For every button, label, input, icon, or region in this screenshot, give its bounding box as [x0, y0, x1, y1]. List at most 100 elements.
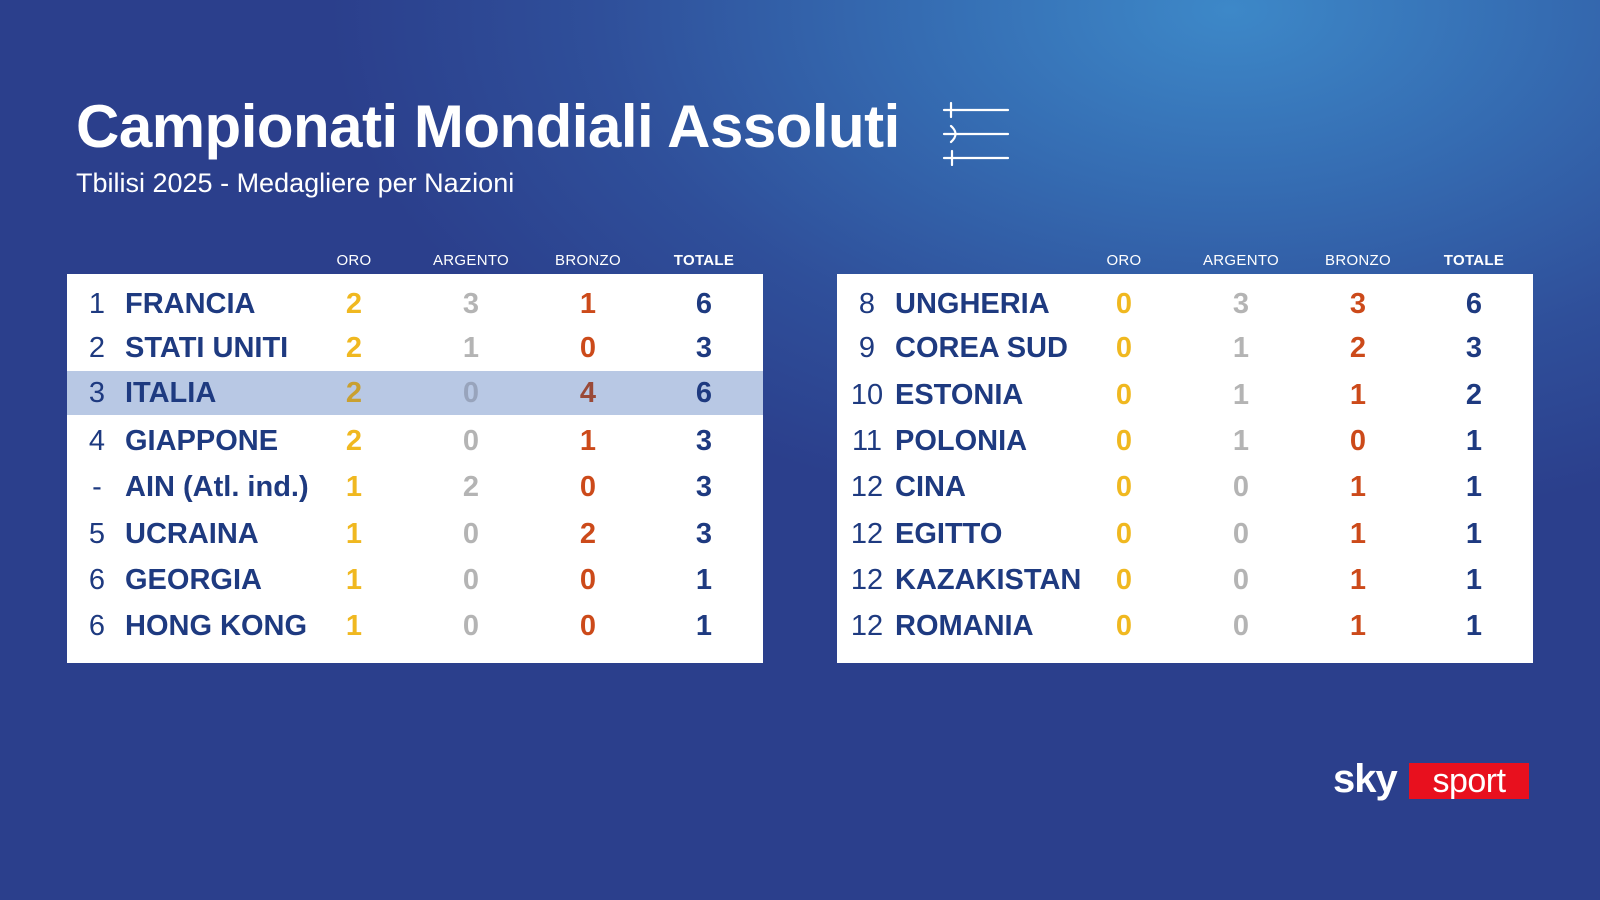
gold-count: 2 [345, 332, 363, 364]
table-row: 3 ITALIA 2 0 4 6 [67, 371, 763, 415]
table-row: 6 GEORGIA 1 0 0 1 [67, 558, 763, 602]
gold-count: 1 [345, 518, 363, 550]
table-row: 11 POLONIA 0 1 0 1 [837, 419, 1533, 463]
total-count: 1 [1465, 425, 1483, 457]
rank-cell: 12 [850, 610, 884, 642]
total-count: 1 [695, 610, 713, 642]
rank-cell: 12 [850, 518, 884, 550]
total-count: 6 [695, 288, 713, 320]
country-cell: STATI UNITI [125, 332, 289, 364]
bronze-count: 3 [1349, 288, 1367, 320]
country-cell: AIN (Atl. ind.) [125, 471, 309, 503]
silver-count: 3 [1232, 288, 1250, 320]
gold-count: 0 [1115, 425, 1133, 457]
silver-count: 0 [462, 518, 480, 550]
total-count: 3 [695, 425, 713, 457]
table-row: 10 ESTONIA 0 1 1 2 [837, 373, 1533, 417]
total-count: 6 [695, 377, 713, 409]
gold-count: 0 [1115, 564, 1133, 596]
table-row: 6 HONG KONG 1 0 0 1 [67, 604, 763, 648]
col-header-total-right: TOTALE [1443, 252, 1505, 269]
bronze-count: 1 [579, 425, 597, 457]
silver-count: 0 [1232, 518, 1250, 550]
col-header-gold-left: ORO [336, 252, 372, 269]
rank-cell: 8 [858, 288, 876, 320]
country-cell: EGITTO [895, 518, 1003, 550]
country-cell: ESTONIA [895, 379, 1024, 411]
country-cell: COREA SUD [895, 332, 1068, 364]
total-count: 1 [1465, 518, 1483, 550]
table-row: 9 COREA SUD 0 1 2 3 [837, 326, 1533, 370]
total-count: 3 [1465, 332, 1483, 364]
rank-cell: 5 [88, 518, 106, 550]
bronze-count: 0 [579, 564, 597, 596]
country-cell: CINA [895, 471, 966, 503]
gold-count: 1 [345, 610, 363, 642]
country-cell: GIAPPONE [125, 425, 279, 457]
total-count: 1 [1465, 471, 1483, 503]
silver-count: 0 [462, 610, 480, 642]
total-count: 3 [695, 332, 713, 364]
country-cell: HONG KONG [125, 610, 308, 642]
rank-cell: 1 [88, 288, 106, 320]
gold-count: 0 [1115, 379, 1133, 411]
bronze-count: 0 [579, 471, 597, 503]
total-count: 3 [695, 471, 713, 503]
rank-cell: 12 [850, 564, 884, 596]
col-header-total-left: TOTALE [673, 252, 735, 269]
rank-cell: 3 [88, 377, 106, 409]
gold-count: 1 [345, 471, 363, 503]
rank-cell: 11 [851, 425, 883, 457]
medal-table-left: 1 FRANCIA 2 3 1 6 2 STATI UNITI 2 1 0 3 3 ITALIA 2 0 4 6 4… [67, 274, 763, 663]
bronze-count: 2 [1349, 332, 1367, 364]
bronze-count: 1 [1349, 564, 1367, 596]
country-cell: FRANCIA [125, 288, 256, 320]
silver-count: 1 [462, 332, 480, 364]
bronze-count: 1 [579, 288, 597, 320]
col-header-gold-right: ORO [1106, 252, 1142, 269]
total-count: 6 [1465, 288, 1483, 320]
table-row: 5 UCRAINA 1 0 2 3 [67, 512, 763, 556]
silver-count: 0 [462, 377, 480, 409]
col-header-silver-right: ARGENTO [1202, 252, 1279, 269]
silver-count: 3 [462, 288, 480, 320]
rank-cell: 9 [858, 332, 876, 364]
bronze-count: 4 [579, 377, 597, 409]
country-cell: POLONIA [895, 425, 1028, 457]
table-row: 12 KAZAKISTAN 0 0 1 1 [837, 558, 1533, 602]
bronze-count: 0 [579, 332, 597, 364]
rank-cell: 10 [850, 379, 884, 411]
total-count: 2 [1465, 379, 1483, 411]
gold-count: 0 [1115, 471, 1133, 503]
country-cell: GEORGIA [125, 564, 262, 596]
bronze-count: 1 [1349, 518, 1367, 550]
gold-count: 2 [345, 425, 363, 457]
rank-cell: 6 [88, 564, 106, 596]
total-count: 1 [1465, 610, 1483, 642]
table-row: 1 FRANCIA 2 3 1 6 [67, 282, 763, 326]
page-title: Campionati Mondiali Assoluti [76, 93, 900, 160]
rank-cell: 4 [88, 425, 106, 457]
silver-count: 1 [1232, 332, 1250, 364]
rank-cell: 6 [88, 610, 106, 642]
medal-table-right: 8 UNGHERIA 0 3 3 6 9 COREA SUD 0 1 2 3 10 ESTONIA 0 1 1 2… [837, 274, 1533, 663]
gold-count: 0 [1115, 332, 1133, 364]
gold-count: 0 [1115, 288, 1133, 320]
col-header-bronze-left: BRONZO [555, 252, 621, 269]
logo-sport-text: sport [1409, 763, 1529, 799]
silver-count: 0 [462, 564, 480, 596]
silver-count: 0 [1232, 471, 1250, 503]
bronze-count: 1 [1349, 471, 1367, 503]
total-count: 1 [1465, 564, 1483, 596]
table-row: 12 ROMANIA 0 0 1 1 [837, 604, 1533, 648]
table-row: - AIN (Atl. ind.) 1 2 0 3 [67, 465, 763, 509]
country-cell: ITALIA [125, 377, 217, 409]
country-cell: UCRAINA [125, 518, 259, 550]
total-count: 3 [695, 518, 713, 550]
gold-count: 2 [345, 288, 363, 320]
silver-count: 2 [462, 471, 480, 503]
table-row: 2 STATI UNITI 2 1 0 3 [67, 326, 763, 370]
country-cell: UNGHERIA [895, 288, 1050, 320]
table-row: 12 EGITTO 0 0 1 1 [837, 512, 1533, 556]
gold-count: 0 [1115, 518, 1133, 550]
